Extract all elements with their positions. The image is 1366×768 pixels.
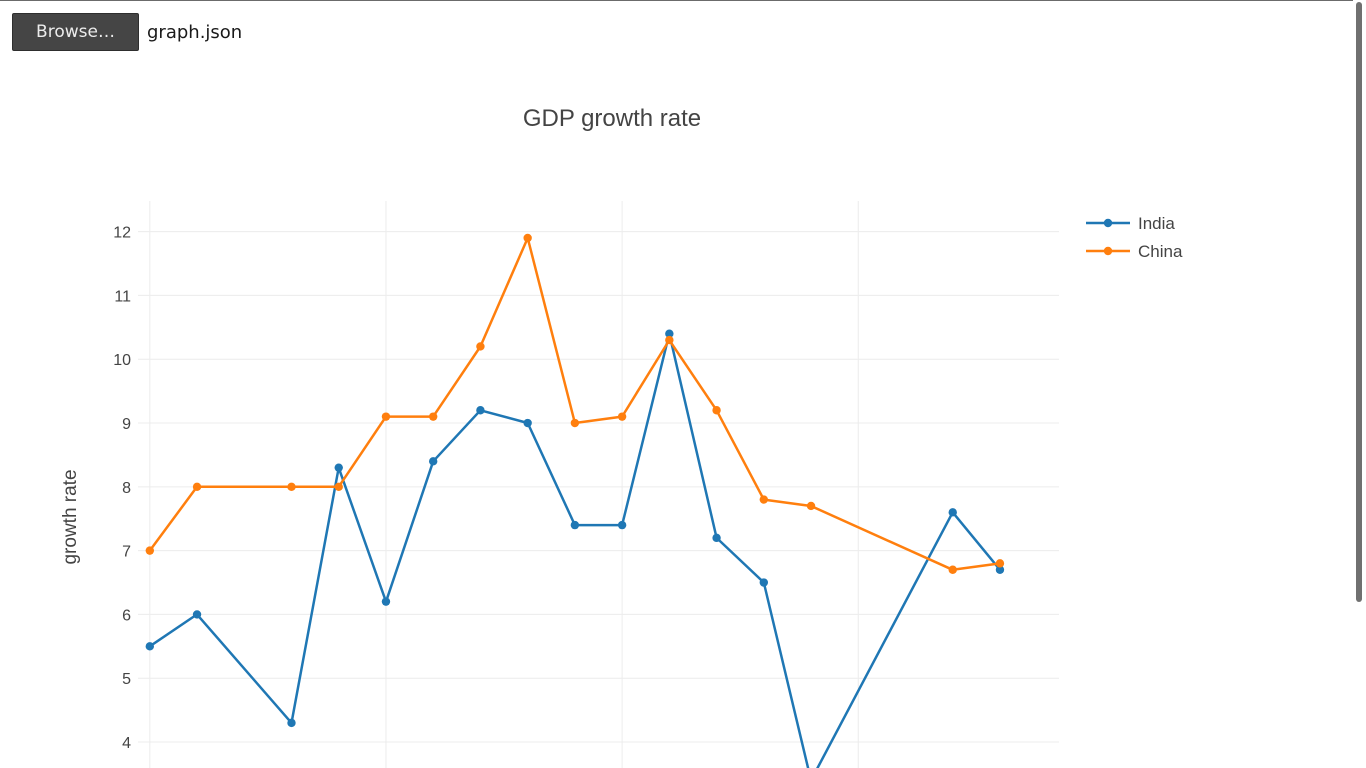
y-tick-label: 9 bbox=[122, 416, 131, 433]
data-point-china bbox=[806, 501, 816, 511]
data-point-india bbox=[428, 457, 438, 466]
y-tick-label: 8 bbox=[122, 480, 131, 497]
data-point-china bbox=[476, 342, 485, 351]
window-top-border bbox=[0, 0, 1366, 1]
data-point-india bbox=[381, 597, 391, 606]
legend-item-china[interactable]: China bbox=[1086, 242, 1183, 261]
y-tick-label: 7 bbox=[122, 544, 131, 561]
data-point-china bbox=[712, 406, 721, 415]
scrollbar-thumb[interactable] bbox=[1356, 2, 1362, 602]
data-point-china bbox=[759, 495, 769, 504]
data-point-china bbox=[617, 412, 627, 421]
chart-grid bbox=[138, 201, 1059, 768]
browse-button[interactable]: Browse… bbox=[12, 13, 139, 51]
y-tick-label: 10 bbox=[113, 352, 131, 369]
legend-label-china: China bbox=[1138, 242, 1183, 261]
data-point-india bbox=[287, 718, 296, 728]
legend-item-india[interactable]: India bbox=[1086, 214, 1175, 233]
legend-label-india: India bbox=[1138, 214, 1175, 233]
data-point-india bbox=[523, 418, 532, 428]
data-point-india bbox=[712, 533, 721, 543]
data-point-china bbox=[948, 565, 957, 574]
data-point-china bbox=[381, 412, 391, 421]
vertical-scrollbar[interactable] bbox=[1353, 0, 1366, 768]
chart-series bbox=[145, 233, 1005, 768]
data-point-india bbox=[570, 520, 580, 530]
data-point-india bbox=[995, 565, 1005, 574]
data-point-china bbox=[287, 482, 296, 492]
data-point-india bbox=[145, 642, 155, 651]
selected-file-name: graph.json bbox=[147, 21, 243, 43]
data-point-india bbox=[665, 329, 674, 338]
y-tick-label: 11 bbox=[114, 288, 131, 305]
data-point-india bbox=[192, 610, 202, 619]
y-tick-label: 5 bbox=[122, 671, 131, 688]
series-india bbox=[145, 329, 1005, 768]
data-point-china bbox=[334, 482, 343, 492]
data-point-china bbox=[995, 559, 1005, 568]
chart-title: GDP growth rate bbox=[523, 105, 701, 132]
y-tick-label: 4 bbox=[122, 735, 131, 752]
series-china bbox=[145, 233, 1005, 574]
data-point-china bbox=[145, 546, 155, 555]
y-tick-label: 6 bbox=[122, 607, 131, 624]
data-point-china bbox=[570, 418, 580, 428]
series-line-india bbox=[149, 332, 1001, 768]
legend-marker-china bbox=[1103, 246, 1113, 256]
series-line-china bbox=[148, 236, 1001, 572]
y-tick-label: 12 bbox=[113, 225, 131, 242]
data-point-india bbox=[759, 578, 769, 587]
data-point-china bbox=[428, 412, 438, 421]
y-axis-ticks: 4 5 6 7 8 9 10 11 12 bbox=[113, 225, 131, 752]
y-axis-title: growth rate bbox=[60, 469, 81, 564]
file-input[interactable]: Browse… graph.json bbox=[12, 13, 242, 51]
data-point-china bbox=[192, 482, 202, 492]
data-point-china bbox=[523, 233, 532, 243]
data-point-india bbox=[948, 508, 957, 517]
data-point-china bbox=[665, 335, 674, 345]
data-point-india bbox=[334, 463, 343, 472]
data-point-india bbox=[617, 520, 627, 530]
chart-legend[interactable]: India China bbox=[1086, 214, 1183, 261]
data-point-india bbox=[476, 406, 485, 415]
legend-marker-india bbox=[1103, 218, 1113, 228]
